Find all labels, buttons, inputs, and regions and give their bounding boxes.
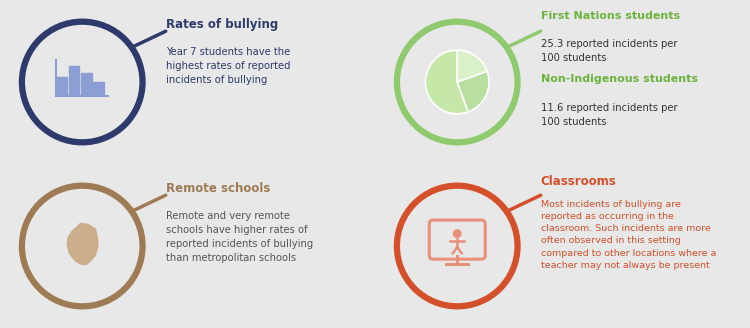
Wedge shape bbox=[425, 50, 468, 114]
Text: 11.6 reported incidents per
100 students: 11.6 reported incidents per 100 students bbox=[541, 103, 677, 127]
Text: Rates of bullying: Rates of bullying bbox=[166, 18, 278, 31]
Text: Year 7 students have the
highest rates of reported
incidents of bullying: Year 7 students have the highest rates o… bbox=[166, 47, 290, 85]
Text: 25.3 reported incidents per
100 students: 25.3 reported incidents per 100 students bbox=[541, 39, 677, 63]
Wedge shape bbox=[458, 50, 487, 82]
Text: Remote schools: Remote schools bbox=[166, 182, 270, 195]
Text: Most incidents of bullying are
reported as occurring in the
classroom. Such inci: Most incidents of bullying are reported … bbox=[541, 200, 716, 270]
Circle shape bbox=[453, 229, 462, 238]
Polygon shape bbox=[68, 224, 98, 265]
Bar bbox=[94, 82, 104, 95]
Text: Non-Indigenous students: Non-Indigenous students bbox=[541, 74, 698, 84]
Text: Classrooms: Classrooms bbox=[541, 174, 616, 188]
Wedge shape bbox=[458, 71, 489, 112]
Bar bbox=[56, 76, 67, 95]
Bar bbox=[81, 73, 92, 95]
Text: First Nations students: First Nations students bbox=[541, 10, 680, 21]
Text: Remote and very remote
schools have higher rates of
reported incidents of bullyi: Remote and very remote schools have high… bbox=[166, 211, 313, 263]
Bar bbox=[69, 67, 80, 95]
